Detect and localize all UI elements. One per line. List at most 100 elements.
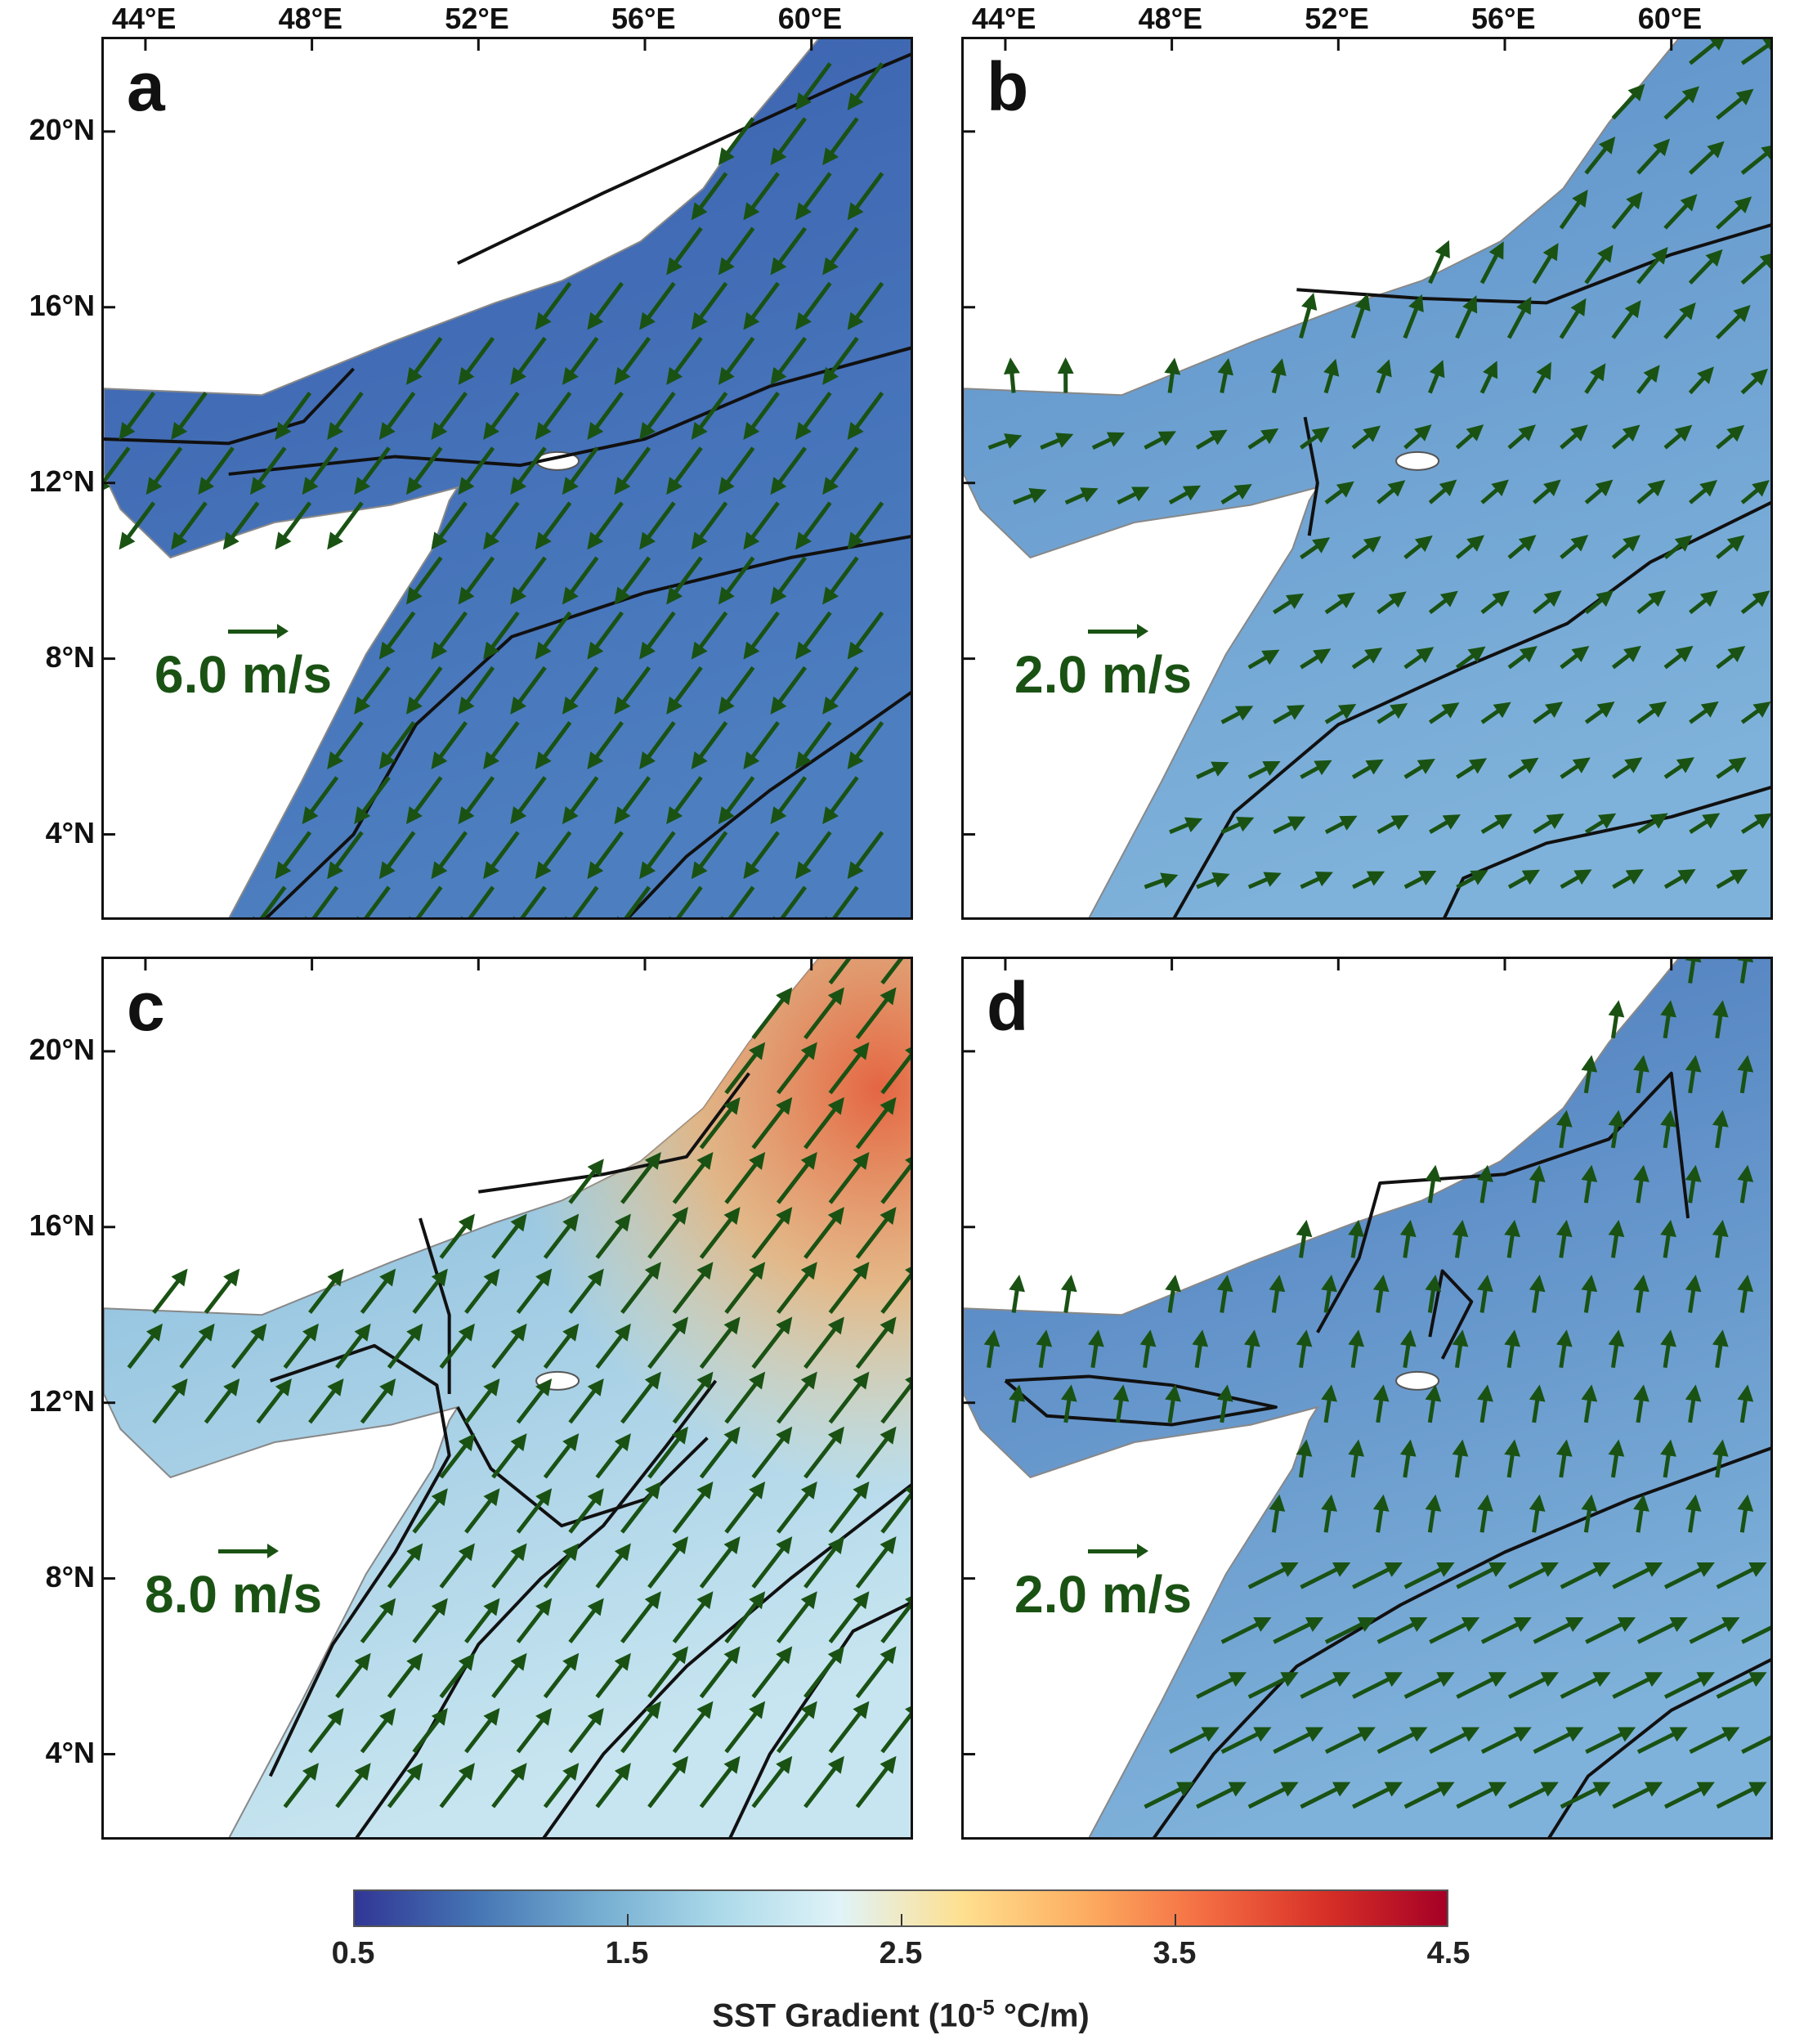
wind-vector (1581, 1164, 1598, 1204)
lat-tick-label: 16°N (29, 288, 95, 322)
contour-line (104, 367, 355, 446)
wind-vector (1612, 1672, 1663, 1699)
wind-vector (1352, 1782, 1403, 1809)
wind-vector (1273, 1617, 1324, 1644)
wind-vector (1608, 1439, 1625, 1478)
wind-vector (412, 1488, 448, 1534)
colorbar-tick-label: 3.5 (1153, 1936, 1197, 1970)
wind-vector (510, 776, 547, 825)
wind-vector (828, 959, 852, 985)
wind-vector (171, 392, 208, 440)
wind-vector (1532, 361, 1551, 394)
wind-vector (1428, 360, 1445, 394)
wind-vector (431, 831, 468, 880)
wind-vector (1685, 1494, 1702, 1533)
wind-vector (1112, 1384, 1130, 1423)
map-panel-d: d 2.0 m/s (961, 957, 1773, 1840)
wind-vector (152, 1268, 188, 1315)
wind-vector (1737, 1494, 1754, 1533)
wind-vector (464, 1707, 500, 1754)
contour-line (1443, 786, 1770, 917)
wind-vector (847, 392, 884, 440)
wind-vector (535, 611, 572, 660)
wind-vector (1740, 480, 1770, 504)
wind-vector (1247, 872, 1282, 890)
wind-vector (1455, 646, 1486, 670)
wind-vector (1507, 646, 1538, 670)
wind-vector (1195, 429, 1228, 450)
wind-vector (327, 831, 364, 880)
wind-vector (1581, 1275, 1598, 1313)
wind-vector (776, 1701, 817, 1754)
wind-vector (327, 721, 364, 769)
wind-vector (1009, 1275, 1026, 1313)
wind-vector (1660, 1329, 1676, 1369)
wind-vector (795, 501, 832, 550)
wind-vector (1376, 814, 1409, 835)
wind-vector (647, 1316, 688, 1369)
wind-vector (1455, 295, 1478, 339)
wind-vector (204, 1268, 240, 1315)
wind-vector (1636, 246, 1668, 285)
wind-vector (378, 831, 416, 880)
panel-label: d (987, 968, 1029, 1045)
wind-vector (1685, 1164, 1702, 1204)
vector-scale: 2.0 m/s (1014, 624, 1192, 705)
wind-vector (439, 1652, 475, 1699)
wind-vector (587, 501, 624, 550)
wind-vector (1581, 1055, 1598, 1094)
wind-vector (1217, 357, 1234, 394)
contour-line (456, 1406, 709, 1528)
wind-vector (1351, 536, 1381, 560)
wind-vector (1403, 1672, 1455, 1699)
wind-vector (620, 1262, 661, 1315)
wind-vector (439, 1213, 475, 1259)
wind-vector (1636, 589, 1666, 615)
wind-vector (1716, 535, 1745, 559)
wind-vector (405, 776, 443, 825)
wind-vector (666, 666, 703, 715)
wind-vector (880, 1481, 911, 1534)
wind-vector (1429, 814, 1461, 835)
wind-vector (718, 117, 755, 166)
wind-vector (1633, 1164, 1650, 1204)
wind-vector (1479, 361, 1498, 394)
wind-vector (1633, 1494, 1650, 1533)
wind-vector (691, 392, 728, 440)
wind-vector (1321, 1494, 1337, 1533)
wind-vector (691, 611, 728, 660)
wind-vector (1533, 702, 1564, 724)
wind-vector (231, 1323, 267, 1369)
wind-vector (1716, 757, 1747, 779)
wind-vector (1429, 1617, 1480, 1644)
wind-vector (458, 446, 495, 495)
wind-vector (516, 1598, 553, 1644)
wind-vector (666, 336, 703, 385)
wind-vector (412, 1268, 448, 1315)
wind-vector (516, 1378, 553, 1424)
wind-vector (256, 1378, 292, 1424)
wind-vector (1636, 479, 1666, 504)
wind-vector (880, 1262, 911, 1315)
wind-vector (743, 392, 780, 440)
wind-vector (1456, 758, 1488, 779)
wind-vector (1247, 1672, 1299, 1699)
wind-vector (1399, 1439, 1417, 1478)
wind-vector (1399, 1329, 1417, 1369)
wind-vector (1269, 1494, 1286, 1533)
wind-vector (1348, 1329, 1365, 1369)
wind-vector (1324, 703, 1357, 724)
wind-vector (378, 721, 416, 769)
wind-vector (1737, 1384, 1754, 1423)
wind-vector (1585, 1727, 1636, 1755)
wind-vector (1324, 481, 1354, 504)
wind-vector (1117, 486, 1150, 505)
wind-vector (1689, 1617, 1740, 1644)
wind-vector (283, 1763, 319, 1809)
wind-vector (1740, 590, 1770, 615)
wind-vector (1196, 761, 1229, 779)
contour-line (419, 1217, 451, 1394)
wind-vector (1480, 590, 1511, 615)
wind-vector (718, 226, 755, 276)
wind-vector (1716, 869, 1748, 890)
